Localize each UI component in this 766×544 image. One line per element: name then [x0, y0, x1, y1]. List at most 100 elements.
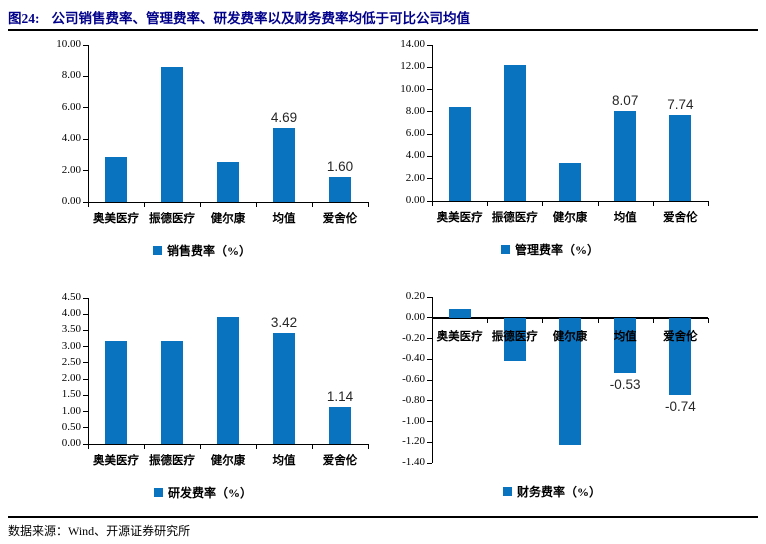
category-label: 奥美医疗 [436, 330, 483, 343]
chart-rd-expense-ratio: 4.50 4.00 3.50 3.00 2.50 2.00 1.50 1.00 0.50 0.00… [8, 288, 382, 500]
y-tick [427, 317, 432, 319]
y-tick [83, 313, 88, 315]
figure-number-label: 图24: [8, 11, 40, 26]
y-tick [83, 411, 88, 413]
chart-admin-expense-ratio: 14.00 12.00 10.00 8.00 6.00 4.00 2.00 0.00 奥美医疗振… [390, 38, 764, 266]
x-tick [597, 201, 599, 206]
value-label: -0.74 [665, 398, 696, 414]
category-label: 健尔康 [552, 212, 588, 224]
y-tick-label: 8.00 [61, 69, 81, 82]
x-tick [88, 202, 89, 207]
bar-爱舍伦 [669, 317, 692, 395]
x-tick [597, 317, 599, 323]
figure-title-text: 公司销售费率、管理费率、研发费率以及财务费率均低于可比公司均值 [51, 11, 471, 26]
legend-marker-icon [500, 244, 510, 254]
legend-label: 销售费率（%） [166, 243, 251, 258]
y-tick-label: 0.00 [61, 437, 81, 449]
y-tick-label: -1.20 [402, 435, 425, 448]
x-tick [487, 201, 489, 206]
y-tick-label: 8.00 [405, 104, 425, 117]
x-tick [652, 201, 654, 206]
y-tick [427, 379, 432, 381]
bar-均值 [614, 317, 637, 373]
x-tick [542, 317, 544, 323]
footer-divider [8, 516, 758, 518]
category-label: 爱舍伦 [663, 330, 698, 343]
y-tick [427, 441, 432, 443]
y-tick-label: 4.00 [61, 132, 81, 145]
x-tick [88, 444, 89, 449]
y-tick [83, 329, 88, 331]
y-tick-label: -1.40 [402, 456, 425, 468]
category-label: 健尔康 [210, 455, 246, 467]
y-tick-label: 4.50 [61, 291, 81, 303]
y-tick-label: 2.00 [61, 163, 81, 176]
y-axis-line [432, 297, 433, 463]
y-tick [427, 111, 432, 113]
y-tick-label: 4.00 [405, 149, 425, 162]
x-axis-line [88, 443, 368, 446]
bar-振德医疗 [161, 341, 183, 444]
category-label: 爱舍伦 [322, 455, 358, 467]
bar-奥美医疗 [448, 309, 471, 318]
title-divider [8, 29, 758, 31]
y-tick-label: 6.00 [405, 127, 425, 140]
x-tick [432, 201, 433, 206]
x-tick [312, 444, 313, 449]
bar-爱舍伦 [329, 407, 351, 444]
chart-finance-expense-ratio: 0.20 0.00 -0.20 -0.40 -0.60 -0.80 -1.00 -1.20 -1… [390, 288, 764, 500]
bar-奥美医疗 [105, 340, 127, 444]
y-tick [427, 155, 432, 157]
legend: 财务费率（%） [452, 482, 652, 500]
category-label: 健尔康 [552, 330, 588, 343]
x-tick [432, 317, 433, 323]
bar-均值 [614, 111, 637, 201]
legend-label: 管理费率（%） [514, 242, 599, 257]
y-tick [83, 443, 88, 445]
x-tick [487, 317, 489, 323]
legend-marker-icon [153, 487, 163, 497]
y-tick [427, 89, 432, 91]
bar-奥美医疗 [105, 156, 127, 202]
y-tick [83, 44, 88, 46]
category-label: 振德医疗 [491, 212, 538, 224]
y-tick-label: -0.20 [402, 331, 425, 344]
y-tick-label: -0.40 [402, 352, 425, 365]
value-label: -0.53 [609, 376, 641, 392]
y-tick [427, 462, 432, 464]
y-tick [83, 107, 88, 109]
value-label: 1.60 [326, 158, 354, 174]
bar-振德医疗 [503, 65, 526, 201]
value-label: 8.07 [612, 93, 639, 109]
y-tick-label: 6.00 [61, 100, 81, 113]
y-tick-label: -0.60 [402, 373, 425, 385]
bar-健尔康 [217, 317, 239, 444]
legend-marker-icon [152, 245, 162, 255]
bar-均值 [273, 128, 295, 202]
chart-sales-expense-ratio: 10.00 8.00 6.00 4.00 2.00 0.00 奥美医疗 振德医疗 健尔康 均值 爱舍… [8, 38, 382, 266]
legend-label: 财务费率（%） [516, 484, 601, 499]
y-tick [83, 362, 88, 364]
value-label: 7.74 [667, 96, 694, 112]
y-tick-label: 1.50 [61, 388, 81, 401]
category-label: 均值 [613, 212, 637, 224]
value-label: 1.14 [326, 389, 354, 404]
y-tick-label: 2.50 [61, 355, 81, 368]
x-tick [312, 202, 313, 207]
y-tick-label: 3.50 [61, 323, 81, 336]
y-tick [427, 44, 432, 46]
category-label: 均值 [272, 455, 296, 467]
bar-健尔康 [559, 162, 581, 201]
y-tick [427, 66, 432, 68]
bar-振德医疗 [503, 317, 526, 362]
y-tick-label: 10.00 [400, 82, 425, 95]
x-tick [368, 202, 369, 207]
figure-title: 图24: 公司销售费率、管理费率、研发费率以及财务费率均低于可比公司均值 [8, 7, 471, 26]
x-tick [708, 201, 709, 206]
x-tick [200, 444, 201, 449]
bar-振德医疗 [161, 66, 183, 202]
y-tick [83, 170, 88, 172]
category-label: 均值 [613, 330, 637, 343]
bar-爱舍伦 [329, 176, 351, 202]
